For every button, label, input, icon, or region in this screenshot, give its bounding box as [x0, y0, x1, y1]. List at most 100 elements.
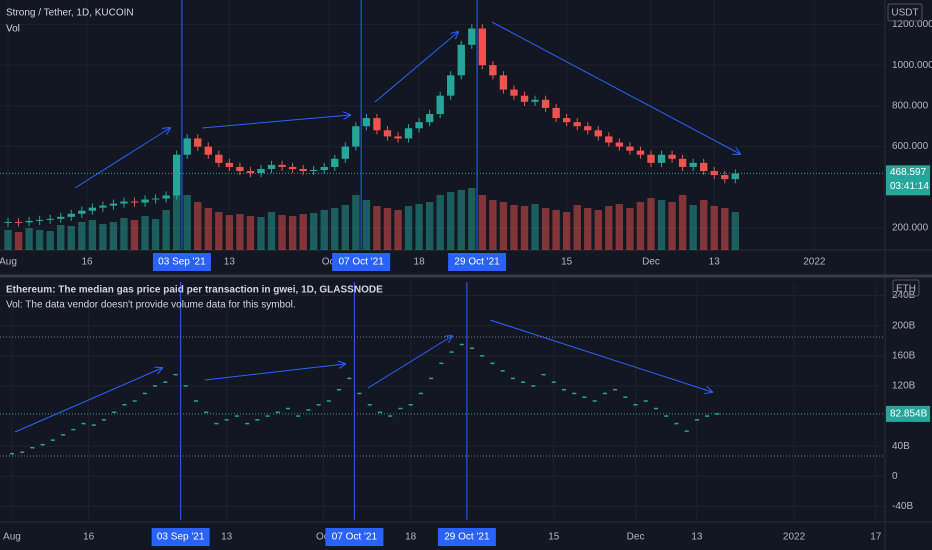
countdown-label: 03:41:14 — [890, 181, 929, 192]
candle-body — [478, 28, 487, 66]
volume-label: Vol — [6, 24, 20, 35]
candle-body — [257, 168, 265, 174]
candle-body — [489, 65, 497, 76]
candle-body — [594, 130, 602, 137]
candle-body — [331, 158, 339, 167]
candle-body — [120, 201, 128, 204]
marker-label: 03 Sep '21 — [158, 257, 206, 268]
volume-bar — [14, 232, 23, 250]
trend-arrow — [374, 32, 458, 103]
volume-bar — [383, 208, 392, 250]
currency-badge — [887, 3, 923, 22]
volume-bar — [288, 216, 297, 250]
volume-bar — [700, 200, 708, 250]
volume-bar — [499, 202, 508, 250]
trend-arrow — [367, 336, 452, 389]
volume-bar — [194, 202, 202, 250]
volume-bar — [668, 202, 676, 250]
candle-body — [278, 164, 286, 167]
candle-body — [362, 118, 371, 127]
candle-body — [404, 128, 413, 139]
candle-body — [615, 142, 624, 147]
volume-bar — [594, 210, 602, 250]
last-value-label: 82.854B — [890, 409, 928, 420]
marker-box — [437, 528, 496, 546]
x-tick-label: 13 — [709, 257, 721, 268]
volume-bar — [130, 220, 139, 250]
volume-bar — [415, 204, 423, 250]
volume-bar — [88, 220, 97, 250]
x-tick-label: 15 — [561, 257, 573, 268]
volume-bar — [162, 210, 170, 250]
candle-body — [721, 175, 729, 180]
volume-bar — [510, 205, 518, 250]
candle-body — [172, 154, 181, 196]
volume-bar — [204, 208, 212, 250]
candle-body — [194, 138, 202, 147]
x-tick-label: 16 — [82, 257, 94, 268]
volume-bar — [331, 208, 339, 250]
x-tick-label: Oct — [316, 532, 332, 543]
candle-body — [352, 126, 360, 147]
candle-body — [57, 216, 65, 219]
volume-bar — [541, 208, 550, 250]
volume-bar — [710, 206, 718, 250]
volume-bar — [636, 202, 645, 250]
candle-body — [236, 166, 244, 172]
candle-body — [310, 169, 318, 172]
candle-body — [394, 136, 402, 139]
volume-bar — [520, 206, 529, 250]
candle-body — [605, 136, 613, 143]
currency-badge — [892, 279, 920, 297]
x-tick-label: 16 — [83, 532, 95, 543]
candle-body — [731, 173, 740, 180]
marker-box — [325, 528, 384, 546]
volume-bar — [468, 188, 476, 250]
volume-bar — [531, 204, 539, 250]
volume-bar — [215, 212, 223, 250]
x-tick-label: Aug — [0, 257, 17, 268]
volume-bar — [57, 225, 65, 250]
candle-body — [151, 198, 160, 200]
volume-bar — [689, 205, 697, 250]
volume-bar — [141, 216, 149, 250]
candle-body — [4, 221, 12, 223]
volume-bar — [341, 205, 350, 250]
candle-body — [499, 75, 508, 90]
marker-box — [152, 253, 211, 271]
x-tick-label: 13 — [224, 257, 236, 268]
candle-body — [246, 171, 255, 174]
x-tick-label: 17 — [870, 532, 882, 543]
last-price-label: 468.597 — [890, 167, 927, 178]
volume-bar — [478, 195, 487, 250]
candle-body — [299, 168, 307, 172]
x-tick-label: 13 — [221, 532, 233, 543]
y-tick-label: 1200.000 — [892, 19, 932, 30]
candle-body — [510, 89, 518, 96]
trend-arrow — [74, 128, 170, 189]
volume-bar — [562, 212, 571, 250]
candle-body — [383, 130, 392, 137]
volume-bar — [657, 200, 666, 250]
candle-body — [552, 107, 560, 119]
candle-body — [46, 218, 54, 220]
last-price-box — [886, 165, 930, 196]
candle-body — [436, 95, 444, 115]
volume-bar — [647, 198, 655, 250]
candle-body — [626, 146, 634, 151]
x-tick-label: Oct — [322, 257, 338, 268]
volume-bar — [436, 195, 444, 250]
candle-body — [689, 162, 697, 167]
volume-bar — [489, 200, 497, 250]
volume-bar — [257, 217, 265, 250]
candle-body — [447, 75, 455, 96]
candle-body — [288, 166, 297, 169]
candle-body — [183, 138, 191, 155]
candle-body — [520, 95, 529, 102]
x-tick-label: 15 — [548, 532, 560, 543]
volume-bar — [457, 190, 465, 250]
marker-label: 07 Oct '21 — [338, 257, 384, 268]
volume-bar — [404, 206, 413, 250]
volume-bar — [447, 192, 455, 250]
